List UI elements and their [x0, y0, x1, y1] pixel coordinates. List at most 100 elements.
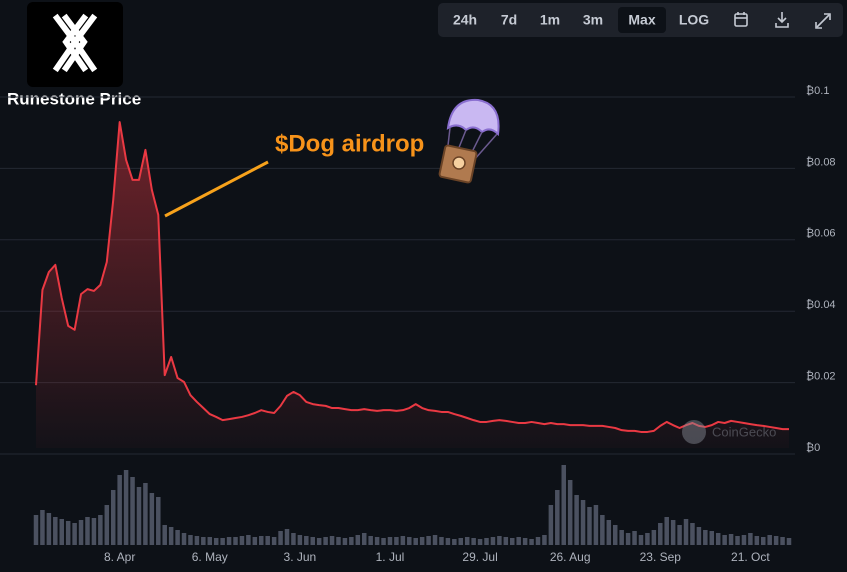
calendar-icon[interactable] [734, 12, 748, 27]
volume-bar [561, 465, 566, 545]
toolbar: 24h 7d 1m 3m Max LOG [438, 3, 843, 37]
annotation: $Dog airdrop [275, 130, 424, 157]
volume-bar [117, 475, 122, 545]
volume-bar [432, 535, 438, 545]
volume-bar [342, 538, 348, 545]
volume-bar [85, 517, 90, 545]
x-tick-label: 23. Sep [640, 550, 682, 564]
volume-bar [683, 519, 689, 545]
volume-bar [304, 536, 309, 545]
fullscreen-icon[interactable] [815, 13, 831, 29]
x-tick-label: 6. May [192, 550, 228, 564]
volume-bar [445, 538, 451, 545]
volume-bar [91, 518, 97, 545]
volume-bar [548, 505, 554, 545]
volume-bar [510, 538, 515, 545]
range-button[interactable]: 7d [501, 12, 517, 28]
volume-bar [194, 536, 200, 545]
volume-bar [297, 535, 303, 545]
volume-bar [110, 490, 116, 545]
watermark: CoinGecko [682, 420, 776, 444]
volume-bar [587, 507, 592, 545]
volume-bar [136, 487, 142, 545]
download-icon[interactable] [775, 12, 789, 28]
volume-bar [484, 538, 489, 545]
range-button[interactable]: 24h [453, 12, 477, 28]
logo-mark [52, 13, 98, 73]
volume-bar [259, 536, 264, 545]
watermark-text: CoinGecko [712, 424, 776, 439]
volume-bar [72, 523, 77, 545]
y-tick-label: ₿0.1 [806, 85, 829, 97]
volume-bar [355, 535, 361, 545]
volume-bar [271, 537, 277, 545]
volume-bars [33, 465, 792, 545]
range-button[interactable]: 3m [583, 12, 603, 28]
volume-bar [394, 537, 399, 545]
volume-bar [361, 533, 367, 545]
volume-bar [780, 537, 785, 545]
volume-bar [374, 537, 380, 545]
volume-bar [529, 539, 534, 545]
volume-bar [580, 500, 586, 545]
volume-bar [265, 536, 270, 545]
volume-bar [143, 483, 148, 545]
volume-bar [426, 536, 431, 545]
volume-bar [78, 520, 84, 545]
volume-bar [201, 537, 206, 545]
volume-bar [156, 497, 161, 545]
volume-bar [284, 529, 290, 545]
logo [27, 2, 123, 87]
volume-bar [53, 517, 58, 545]
x-tick-label: 1. Jul [376, 550, 405, 564]
range-button[interactable]: 1m [540, 12, 560, 28]
x-tick-label: 8. Apr [104, 550, 135, 564]
y-tick-label: ₿0.06 [806, 228, 836, 240]
parachute-icon [438, 98, 500, 184]
volume-bar [612, 525, 618, 545]
watermark-icon [682, 420, 706, 444]
volume-bar [452, 539, 457, 545]
volume-bar [574, 495, 579, 545]
volume-bar [606, 520, 612, 545]
volume-bar [503, 537, 509, 545]
volume-bar [709, 531, 715, 545]
volume-bar [741, 535, 747, 545]
volume-bar [516, 537, 521, 545]
volume-bar [728, 534, 734, 545]
volume-bar [329, 536, 335, 545]
volume-bar [310, 537, 315, 545]
volume-bar [555, 490, 560, 545]
log-button[interactable]: LOG [679, 12, 709, 28]
range-button[interactable]: Max [628, 12, 655, 28]
volume-bar [522, 538, 528, 545]
volume-bar [658, 523, 663, 545]
volume-bar [65, 521, 71, 545]
x-tick-label: 29. Jul [462, 550, 497, 564]
volume-bar [381, 538, 386, 545]
volume-bar [149, 493, 155, 545]
volume-bar [761, 537, 766, 545]
volume-bar [33, 515, 39, 545]
volume-bar [46, 513, 52, 545]
volume-bar [368, 536, 373, 545]
volume-bar [419, 537, 425, 545]
volume-bar [226, 537, 232, 545]
y-tick-label: ₿0.08 [806, 156, 836, 168]
volume-bar [754, 536, 760, 545]
y-tick-label: ₿0 [806, 442, 820, 454]
volume-bar [786, 538, 792, 545]
volume-bar [220, 538, 225, 545]
volume-bar [748, 533, 753, 545]
volume-bar [387, 537, 393, 545]
volume-bar [567, 480, 573, 545]
volume-bar [767, 535, 772, 545]
volume-bar [349, 537, 354, 545]
x-tick-label: 26. Aug [550, 550, 591, 564]
volume-bar [213, 538, 219, 545]
volume-bar [696, 527, 702, 545]
volume-bar [677, 525, 682, 545]
volume-bar [123, 470, 129, 545]
x-tick-label: 21. Oct [731, 550, 770, 564]
